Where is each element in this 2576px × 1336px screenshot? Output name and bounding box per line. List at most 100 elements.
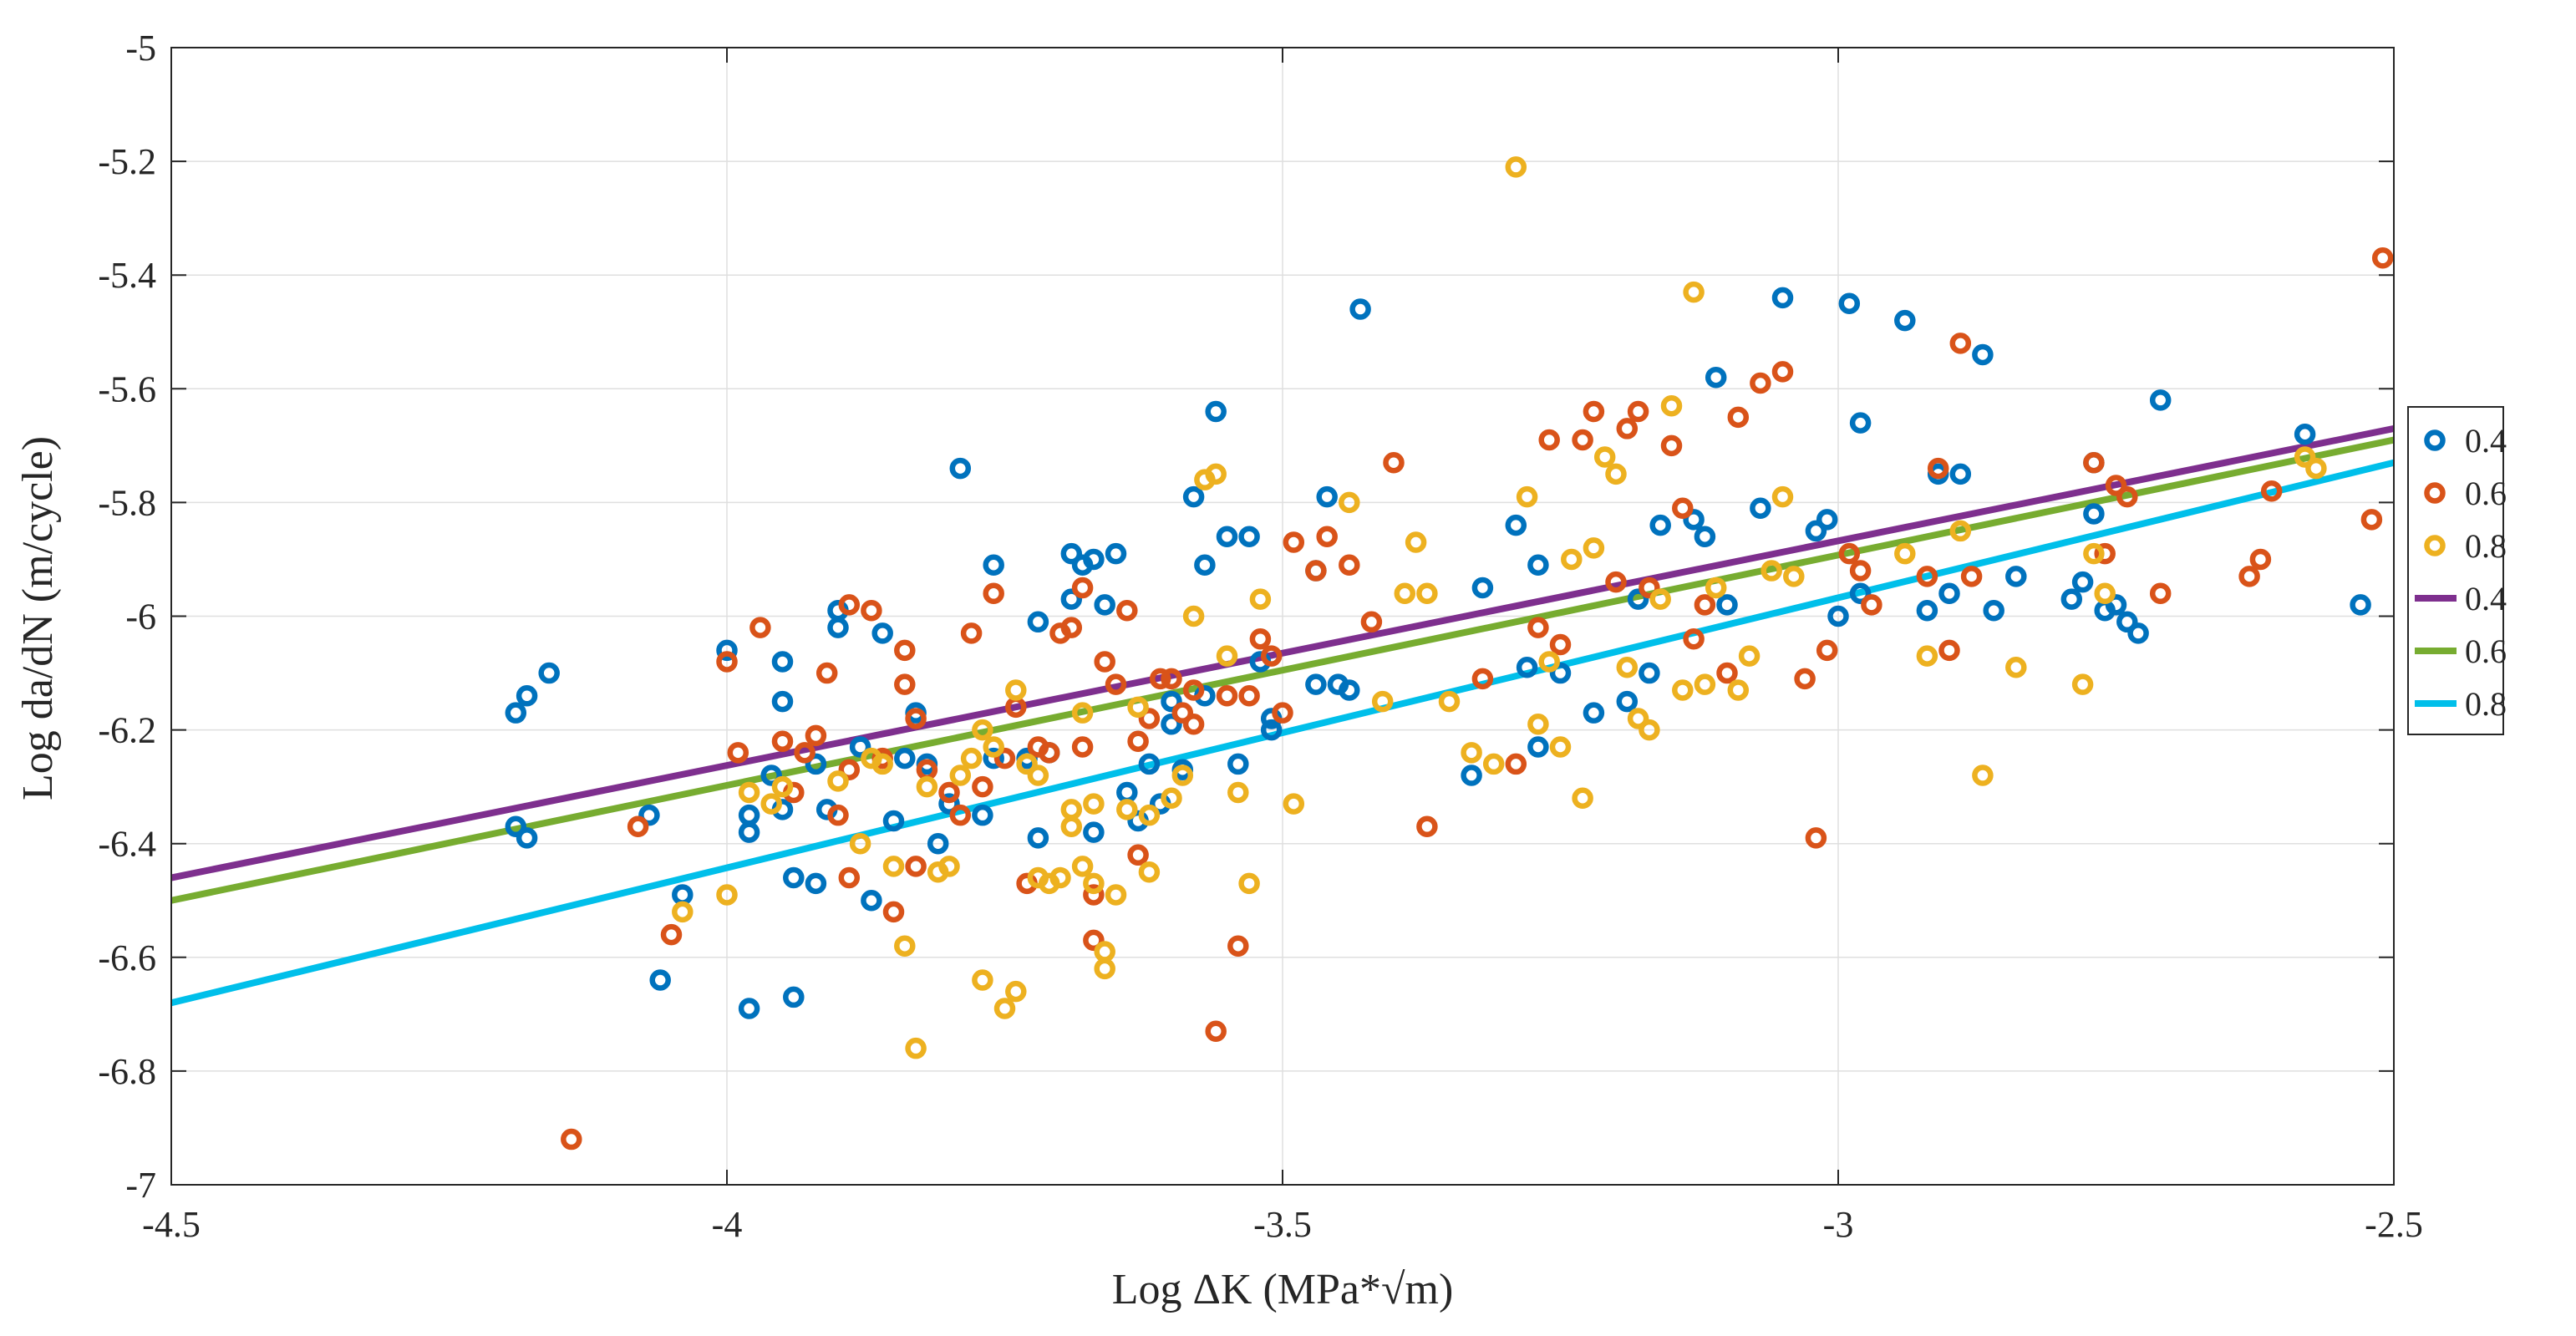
data-point-0-4 bbox=[2116, 611, 2138, 633]
data-point-0-4 bbox=[1027, 827, 1049, 849]
data-point-0-4 bbox=[783, 866, 805, 889]
data-point-0-4 bbox=[538, 662, 560, 684]
data-point-0-6 bbox=[627, 815, 649, 838]
data-point-0-6 bbox=[1660, 434, 1683, 457]
data-point-0-4 bbox=[1316, 485, 1338, 508]
data-point-0-8 bbox=[894, 935, 916, 957]
data-point-0-8 bbox=[1639, 719, 1660, 741]
data-point-0-8 bbox=[949, 765, 972, 786]
data-point-0-4 bbox=[505, 702, 527, 724]
data-point-0-4 bbox=[1627, 588, 1649, 610]
data-point-0-6 bbox=[838, 759, 861, 780]
data-point-0-8 bbox=[1505, 156, 1527, 178]
data-point-0-4 bbox=[1694, 526, 1716, 547]
data-point-0-8 bbox=[1972, 765, 1994, 786]
data-point-0-6 bbox=[716, 651, 738, 673]
trend-line-0-4 bbox=[170, 425, 2395, 881]
data-point-0-6 bbox=[938, 781, 960, 804]
data-point-0-4 bbox=[849, 736, 871, 758]
data-point-0-6 bbox=[1260, 645, 1283, 667]
data-point-0-4 bbox=[1683, 509, 1705, 531]
data-point-0-4 bbox=[1750, 497, 1771, 519]
data-point-0-8 bbox=[1894, 542, 1916, 565]
data-point-0-8 bbox=[871, 753, 893, 775]
data-point-0-8 bbox=[1783, 566, 1805, 587]
data-point-0-4 bbox=[1849, 582, 1872, 605]
data-point-0-4 bbox=[1527, 554, 1549, 577]
x-tick-label: -3 bbox=[1823, 1204, 1854, 1245]
data-point-0-6 bbox=[1949, 333, 1972, 354]
data-point-0-6 bbox=[1639, 577, 1660, 599]
trend-line-0-6 bbox=[170, 436, 2395, 904]
data-point-0-4 bbox=[983, 747, 1004, 770]
data-point-0-8 bbox=[1771, 485, 1794, 508]
data-point-0-4 bbox=[1639, 662, 1660, 684]
data-point-0-6 bbox=[993, 747, 1016, 770]
data-point-0-4 bbox=[783, 986, 805, 1008]
data-point-0-8 bbox=[1027, 765, 1049, 786]
data-point-0-6 bbox=[1927, 457, 1949, 480]
y-tick-label: -7 bbox=[125, 1165, 156, 1206]
data-point-0-8 bbox=[1672, 679, 1694, 701]
data-point-0-4 bbox=[1105, 542, 1127, 565]
data-point-0-4 bbox=[1771, 287, 1794, 309]
data-point-0-4 bbox=[1060, 588, 1083, 610]
data-point-0-4 bbox=[738, 998, 760, 1019]
data-point-0-6 bbox=[1683, 627, 1705, 650]
data-point-0-4 bbox=[1305, 673, 1327, 695]
data-point-0-6 bbox=[1727, 406, 1750, 429]
data-point-0-6 bbox=[905, 708, 927, 729]
data-point-0-8 bbox=[1438, 690, 1461, 713]
legend-label: 0.6 bbox=[2465, 475, 2507, 512]
data-point-0-6 bbox=[1360, 611, 1383, 633]
data-point-0-4 bbox=[882, 810, 905, 832]
data-point-0-4 bbox=[1471, 577, 1494, 599]
data-point-0-8 bbox=[993, 998, 1016, 1019]
data-point-0-6 bbox=[1171, 702, 1194, 724]
data-point-0-4 bbox=[871, 622, 893, 644]
data-point-0-8 bbox=[1461, 742, 1482, 764]
data-point-0-6 bbox=[861, 599, 882, 622]
data-point-0-4 bbox=[1238, 526, 1260, 547]
data-point-0-4 bbox=[1916, 599, 1938, 622]
data-point-0-8 bbox=[1616, 656, 1639, 678]
data-point-0-8 bbox=[1694, 673, 1716, 695]
trend-line-0-8 bbox=[170, 459, 2395, 1007]
data-point-0-4 bbox=[1549, 662, 1572, 684]
data-point-0-4 bbox=[2294, 423, 2316, 445]
data-point-0-6 bbox=[1105, 673, 1127, 695]
data-point-0-8 bbox=[1071, 856, 1094, 877]
data-point-0-4 bbox=[1983, 599, 2004, 622]
data-point-0-4 bbox=[927, 832, 949, 855]
data-point-0-4 bbox=[516, 685, 538, 707]
data-point-0-4 bbox=[1583, 702, 1605, 724]
data-point-0-8 bbox=[1727, 679, 1750, 701]
data-point-0-6 bbox=[1805, 827, 1827, 849]
data-point-0-6 bbox=[1227, 935, 1249, 957]
y-tick-label: -6.6 bbox=[98, 937, 156, 978]
data-point-0-8 bbox=[1238, 872, 1260, 895]
data-point-0-4 bbox=[2350, 594, 2371, 616]
data-point-0-4 bbox=[972, 804, 993, 826]
data-point-0-6 bbox=[1216, 685, 1238, 707]
data-point-0-8 bbox=[983, 736, 1004, 758]
data-point-0-8 bbox=[882, 856, 905, 877]
data-point-0-8 bbox=[1138, 804, 1161, 826]
data-point-0-4 bbox=[505, 815, 527, 838]
data-point-0-6 bbox=[1861, 594, 1882, 616]
data-point-0-4 bbox=[1161, 714, 1182, 735]
data-point-0-6 bbox=[2083, 452, 2105, 474]
data-point-0-8 bbox=[1538, 651, 1560, 673]
data-point-0-8 bbox=[716, 884, 738, 906]
axis-ticks: -4.5 -4 -3.5 -3 -2.5 -7 -6.8 -6.6 -6.4 -6.2 -6 -5.8… bbox=[98, 28, 2422, 1245]
data-point-0-6 bbox=[727, 742, 749, 764]
data-point-0-6 bbox=[1083, 884, 1105, 906]
data-point-0-6 bbox=[1549, 633, 1572, 656]
data-point-0-6 bbox=[1383, 452, 1405, 474]
data-point-0-6 bbox=[972, 775, 993, 798]
y-tick-label: -5.8 bbox=[98, 482, 156, 523]
data-point-0-6 bbox=[1038, 742, 1060, 764]
data-point-0-6 bbox=[894, 639, 916, 662]
data-point-0-8 bbox=[1005, 679, 1027, 701]
